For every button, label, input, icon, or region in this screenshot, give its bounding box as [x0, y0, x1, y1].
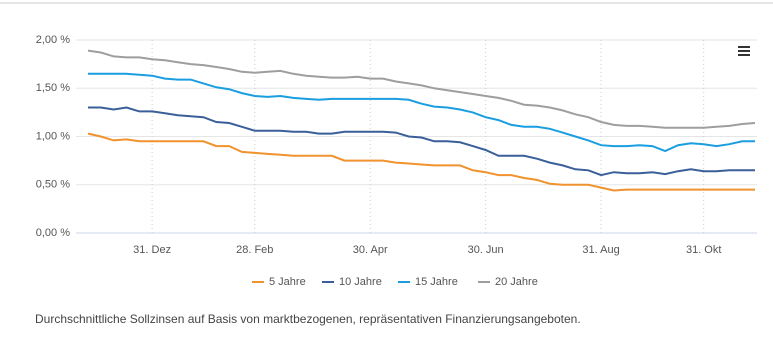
x-tick-label: 31. Okt [686, 244, 721, 256]
y-tick-label: 0,50 % [36, 179, 70, 191]
y-tick-label: 0,00 % [36, 227, 70, 239]
series-line [87, 49, 756, 129]
series-line [88, 106, 755, 177]
menu-icon[interactable] [738, 46, 750, 56]
x-tick-label: 28. Feb [236, 244, 273, 256]
x-tick-label: 30. Apr [353, 244, 388, 256]
x-tick-label: 31. Dez [133, 244, 171, 256]
x-tick-label: 30. Jun [468, 244, 504, 256]
legend-label: 5 Jahre [269, 276, 306, 288]
y-tick-label: 1,00 % [36, 130, 70, 142]
caption: Durchschnittliche Sollzinsen auf Basis v… [35, 312, 581, 326]
series-line [88, 72, 755, 153]
legend-label: 15 Jahre [415, 276, 458, 288]
series-line [87, 132, 755, 192]
legend-label: 20 Jahre [495, 276, 538, 288]
y-tick-label: 1,50 % [36, 82, 70, 94]
x-tick-label: 31. Aug [582, 244, 619, 256]
y-tick-label: 2,00 % [36, 34, 70, 46]
legend-label: 10 Jahre [339, 276, 382, 288]
